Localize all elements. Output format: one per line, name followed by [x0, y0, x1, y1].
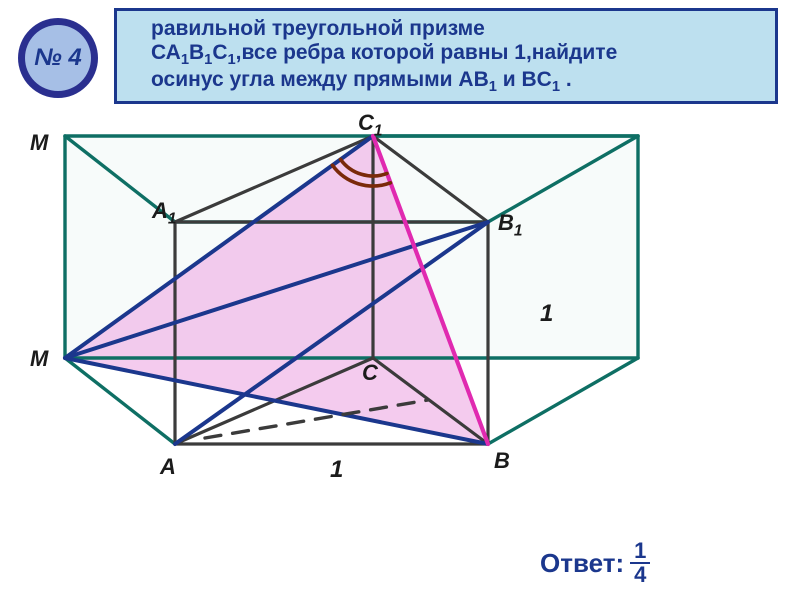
label-M: M	[30, 346, 48, 372]
answer-label: Ответ:	[540, 548, 624, 579]
problem-statement: равильной треугольной призме СА1B1C1,все…	[114, 8, 778, 104]
label-A1: A1	[152, 198, 176, 228]
answer: Ответ: 1 4	[540, 540, 650, 586]
problem-number-badge: № 4	[18, 18, 98, 98]
label-one_bottom: 1	[330, 456, 343, 484]
answer-denominator: 4	[630, 564, 650, 586]
problem-line1: равильной треугольной призме	[151, 17, 485, 40]
label-A: A	[160, 454, 176, 480]
badge-label: № 4	[34, 44, 82, 72]
label-one_right: 1	[540, 300, 553, 328]
answer-numerator: 1	[630, 540, 650, 564]
label-C1: C1	[358, 110, 382, 140]
label-B: B	[494, 448, 510, 474]
badge-inner-circle: № 4	[25, 25, 91, 91]
label-B1: B1	[498, 210, 522, 240]
label-C: C	[362, 360, 378, 386]
answer-fraction: 1 4	[630, 540, 650, 586]
label-Mt: M	[30, 130, 48, 156]
canvas: A B C A1 B1 C1 M M 1 1 равильной треугольной приз…	[0, 0, 800, 600]
